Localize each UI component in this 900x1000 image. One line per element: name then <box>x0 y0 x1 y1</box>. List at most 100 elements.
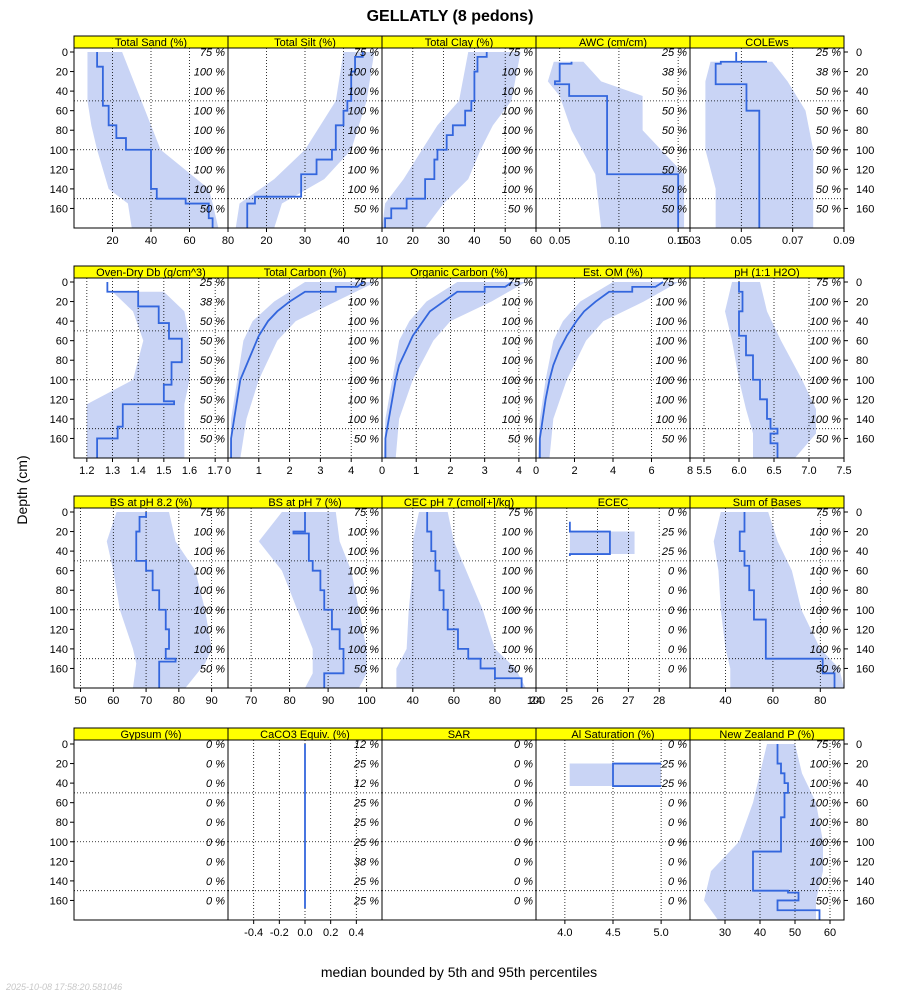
y-tick-label: 100 <box>856 837 874 849</box>
x-tick-label: 4 <box>516 465 522 477</box>
median-line <box>554 61 680 228</box>
pedon-percent-label: 100 % <box>810 336 841 348</box>
x-tick-label: -0.4 <box>244 927 263 939</box>
x-tick-label: 1.2 <box>79 465 94 477</box>
pedon-percent-label: 100 % <box>194 164 225 176</box>
x-tick-label: 30 <box>437 235 449 247</box>
pedon-percent-label: 25 % <box>353 895 379 907</box>
pedon-percent-label: 25 % <box>353 837 379 849</box>
pedon-percent-label: 100 % <box>810 817 841 829</box>
y-tick-label: 40 <box>856 778 868 790</box>
pedon-percent-label: 100 % <box>348 624 379 636</box>
y-tick-label: 40 <box>856 316 868 328</box>
x-tick-label: 40 <box>719 695 731 707</box>
pedon-percent-label: 75 % <box>200 47 225 59</box>
pedon-percent-label: 50 % <box>662 164 687 176</box>
y-tick-label: 160 <box>856 433 874 445</box>
y-tick-label: 20 <box>856 527 868 539</box>
pedon-percent-label: 100 % <box>194 125 225 137</box>
x-tick-label: 27 <box>622 695 634 707</box>
y-tick-label: 0 <box>62 507 68 519</box>
pedon-percent-label: 75 % <box>354 47 379 59</box>
panel-frame <box>73 739 229 921</box>
y-tick-label: 140 <box>856 184 874 196</box>
pedon-percent-label: 100 % <box>348 375 379 387</box>
panel-1: Total Sand (%) 75 % 100 % 100 % 100 % 100 % 10… <box>50 35 234 247</box>
x-tick-label: 0 <box>379 465 385 477</box>
pedon-percent-label: 100 % <box>810 566 841 578</box>
pedon-percent-label: 100 % <box>348 527 379 539</box>
panel-title: Gypsum (%) <box>120 729 181 741</box>
percentile-band <box>87 52 219 228</box>
pedon-percent-label: 100 % <box>502 125 533 137</box>
median-line <box>538 281 664 458</box>
panel-title: CaCO3 Equiv. (%) <box>260 729 350 741</box>
x-tick-label: 90 <box>205 695 217 707</box>
panel-12: BS at pH 7 (%) 75 % 100 % 100 % 100 % 100 % 10… <box>227 495 383 707</box>
x-tick-label: 40 <box>337 235 349 247</box>
y-tick-label: 140 <box>856 644 874 656</box>
panel-17: CaCO3 Equiv. (%) 12 % 25 % 12 % 25 % 25 % 25 %… <box>227 727 383 939</box>
x-tick-label: 60 <box>530 235 542 247</box>
y-tick-label: 40 <box>856 86 868 98</box>
pedon-percent-label: 100 % <box>194 106 225 118</box>
pedon-percent-label: 25 % <box>199 277 225 289</box>
x-tick-label: 1 <box>256 465 262 477</box>
pedon-percent-label: 50 % <box>662 184 687 196</box>
panel-title: SAR <box>448 729 471 741</box>
panel-frame <box>689 739 845 921</box>
y-tick-label: 20 <box>56 759 68 771</box>
pedon-percent-label: 100 % <box>348 164 379 176</box>
pedon-percent-label: 100 % <box>810 414 841 426</box>
y-tick-label: 120 <box>856 856 874 868</box>
percentile-band <box>725 282 816 458</box>
pedon-percent-label: 0 % <box>668 817 687 829</box>
pedon-percent-label: 0 % <box>514 876 533 888</box>
median-line <box>96 52 214 228</box>
x-tick-label: 1.7 <box>208 465 223 477</box>
y-tick-label: 100 <box>856 145 874 157</box>
y-tick-label: 140 <box>856 414 874 426</box>
percentile-band <box>235 52 375 228</box>
y-tick-label: 140 <box>50 414 68 426</box>
y-tick-label: 160 <box>50 433 68 445</box>
x-tick-label: 0.15 <box>667 235 688 247</box>
pedon-percent-label: 50 % <box>816 203 841 215</box>
percentile-band <box>704 744 823 920</box>
pedon-percent-label: 100 % <box>194 527 225 539</box>
y-tick-label: 20 <box>56 527 68 539</box>
x-tick-label: 30 <box>719 927 731 939</box>
pedon-percent-label: 25 % <box>661 778 687 790</box>
pedon-percent-label: 100 % <box>502 527 533 539</box>
pedon-percent-label: 50 % <box>662 145 687 157</box>
pedon-percent-label: 100 % <box>348 125 379 137</box>
x-tick-label: 1.4 <box>131 465 146 477</box>
x-tick-label: 0.2 <box>323 927 338 939</box>
percentile-band <box>229 282 376 458</box>
pedon-percent-label: 38 % <box>200 297 225 309</box>
pedon-percent-label: 100 % <box>502 336 533 348</box>
pedon-percent-label: 0 % <box>514 895 533 907</box>
pedon-percent-label: 75 % <box>816 507 841 519</box>
x-tick-label: 4.5 <box>605 927 620 939</box>
median-line <box>738 282 779 458</box>
y-tick-label: 120 <box>50 624 68 636</box>
y-tick-label: 40 <box>56 546 68 558</box>
x-tick-label: 70 <box>140 695 152 707</box>
x-tick-label: 0.09 <box>833 235 854 247</box>
pedon-percent-label: 100 % <box>810 297 841 309</box>
panel-title: AWC (cm/cm) <box>579 37 647 49</box>
median-line <box>426 512 523 688</box>
y-tick-label: 60 <box>56 106 68 118</box>
x-tick-label: 40 <box>407 695 419 707</box>
percentile-band <box>569 531 635 555</box>
pedon-percent-label: 100 % <box>348 394 379 406</box>
y-tick-label: 160 <box>50 895 68 907</box>
y-tick-label: 80 <box>856 355 868 367</box>
y-tick-label: 0 <box>856 507 862 519</box>
pedon-percent-label: 0 % <box>668 644 687 656</box>
pedon-percent-label: 75 % <box>508 277 533 289</box>
pedon-percent-label: 100 % <box>810 355 841 367</box>
pedon-percent-label: 75 % <box>508 507 533 519</box>
pedon-percent-label: 50 % <box>662 106 687 118</box>
